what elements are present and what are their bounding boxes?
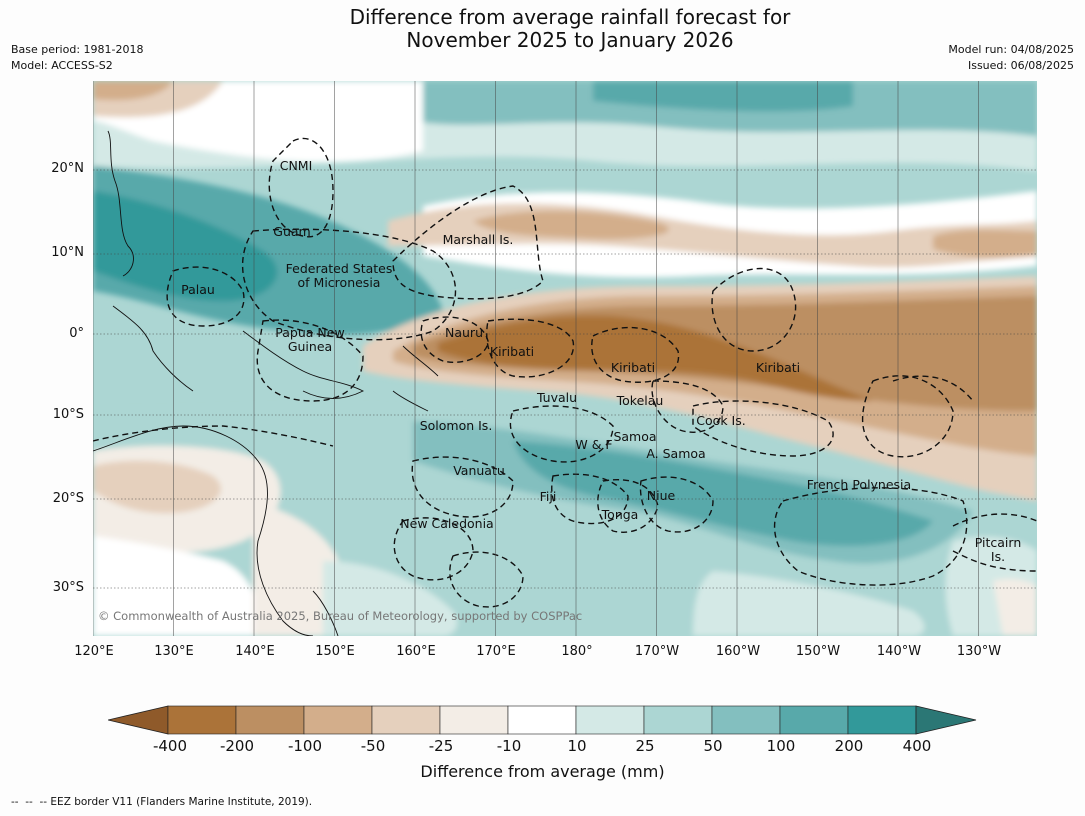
- colorbar-extend-low: [107, 705, 169, 735]
- cb-tick: -200: [219, 737, 255, 755]
- label-kiribati-east: Kiribati: [755, 360, 801, 375]
- colorbar-svg: [107, 705, 977, 735]
- lon-label-140w: 140°W: [876, 644, 922, 659]
- label-fsm-1: Federated States: [285, 261, 393, 276]
- lon-label-150e: 150°E: [315, 644, 355, 659]
- lon-label-140e: 140°E: [235, 644, 275, 659]
- footnote: -- -- -- EEZ border V11 (Flanders Marine…: [11, 796, 313, 808]
- lat-label-20n: 20°N: [51, 161, 84, 176]
- label-palau: Palau: [181, 282, 215, 297]
- title-line-2: November 2025 to January 2026: [406, 28, 734, 52]
- cb-tick: 400: [902, 737, 932, 755]
- rainfall-map: [93, 81, 1037, 636]
- label-kiribati-west: Kiribati: [489, 344, 535, 359]
- coastlines: [93, 130, 439, 636]
- label-samoa: Samoa: [613, 429, 657, 444]
- lon-label-180: 180°: [561, 644, 593, 659]
- label-nauru: Nauru: [445, 325, 483, 340]
- lat-label-20s: 20°S: [52, 491, 84, 506]
- colorbar-extend-high: [915, 705, 977, 735]
- label-png-2: Guinea: [287, 339, 333, 354]
- label-niue: Niue: [646, 488, 676, 503]
- label-fiji: Fiji: [539, 489, 557, 504]
- label-marshall: Marshall Is.: [442, 232, 514, 247]
- title-line-1: Difference from average rainfall forecas…: [349, 5, 791, 29]
- meta-right: Model run: 04/08/2025 Issued: 06/08/2025: [948, 42, 1074, 74]
- label-guam: Guam: [273, 224, 311, 239]
- label-vanuatu: Vanuatu: [453, 463, 505, 478]
- label-solomon: Solomon Is.: [419, 418, 493, 433]
- colorbar-segment: [643, 705, 713, 735]
- label-new-caledonia: New Caledonia: [400, 516, 494, 531]
- label-wallis-futuna: W & F: [575, 437, 613, 452]
- label-french-polynesia: French Polynesia: [806, 477, 912, 492]
- label-kiribati-central: Kiribati: [610, 360, 656, 375]
- label-tuvalu: Tuvalu: [536, 390, 578, 405]
- model-run: Model run: 04/08/2025: [948, 43, 1074, 56]
- lat-label-10s: 10°S: [52, 407, 84, 422]
- cb-tick: 200: [834, 737, 864, 755]
- cb-tick: -25: [428, 737, 454, 755]
- colorbar: [107, 705, 978, 739]
- colorbar-segment: [507, 705, 577, 735]
- cb-tick: 25: [635, 737, 655, 755]
- meta-left: Base period: 1981-2018 Model: ACCESS-S2: [11, 42, 143, 74]
- issued-date: Issued: 06/08/2025: [967, 59, 1074, 72]
- lon-label-130w: 130°W: [956, 644, 1002, 659]
- cb-tick: 50: [703, 737, 723, 755]
- base-period: Base period: 1981-2018: [11, 43, 144, 56]
- lon-label-160w: 160°W: [715, 644, 761, 659]
- colorbar-label: Difference from average (mm): [420, 762, 665, 781]
- cb-tick: 100: [766, 737, 796, 755]
- lon-label-150w: 150°W: [795, 644, 841, 659]
- colorbar-segment: [779, 705, 849, 735]
- lat-label-30s: 30°S: [52, 580, 84, 595]
- colorbar-segment: [439, 705, 509, 735]
- colorbar-segment: [303, 705, 373, 735]
- map-canvas: [93, 81, 1037, 636]
- lat-label-10n: 10°N: [51, 245, 84, 260]
- model-name: Model: ACCESS-S2: [11, 59, 113, 72]
- eez-borders: [93, 137, 1037, 608]
- colorbar-segment: [167, 705, 237, 735]
- label-pitcairn-1: Pitcairn: [974, 535, 1022, 550]
- lon-label-170e: 170°E: [476, 644, 516, 659]
- colorbar-segment: [847, 705, 917, 735]
- anomaly-field: [93, 81, 1037, 636]
- lat-label-0: 0°: [69, 326, 84, 341]
- colorbar-segment: [575, 705, 645, 735]
- label-pitcairn-2: Is.: [990, 549, 1006, 564]
- graticule-lon: [93, 81, 979, 636]
- cb-tick: 10: [567, 737, 587, 755]
- colorbar-segment: [711, 705, 781, 735]
- lon-label-170w: 170°W: [634, 644, 680, 659]
- colorbar-segment: [371, 705, 441, 735]
- lon-label-120e: 120°E: [74, 644, 114, 659]
- colorbar-segment: [235, 705, 305, 735]
- map-title: Difference from average rainfall forecas…: [0, 6, 1085, 52]
- label-png-1: Papua New: [275, 325, 345, 340]
- label-american-samoa: A. Samoa: [646, 446, 706, 461]
- label-cook: Cook Is.: [696, 413, 746, 428]
- label-tokelau: Tokelau: [616, 393, 664, 408]
- lon-label-130e: 130°E: [154, 644, 194, 659]
- label-tonga: Tonga: [601, 507, 639, 522]
- cb-tick: -400: [152, 737, 188, 755]
- lon-label-160e: 160°E: [396, 644, 436, 659]
- copyright-notice: © Commonwealth of Australia 2025, Bureau…: [98, 609, 583, 623]
- cb-tick: -50: [360, 737, 386, 755]
- label-cnmi: CNMI: [279, 158, 313, 173]
- cb-tick: -10: [496, 737, 522, 755]
- cb-tick: -100: [287, 737, 323, 755]
- label-fsm-2: of Micronesia: [297, 275, 381, 290]
